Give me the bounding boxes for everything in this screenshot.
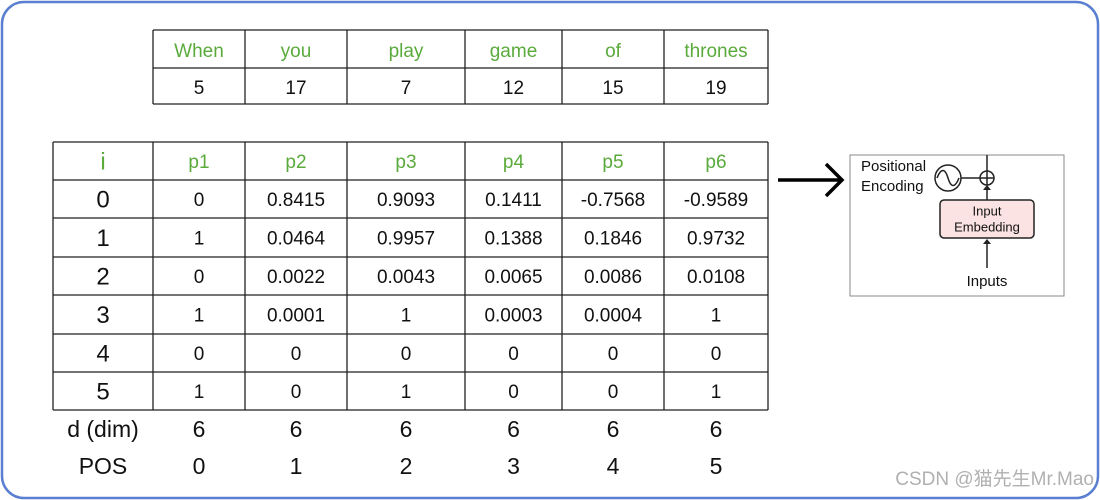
pe-value: 0.1411 <box>485 190 542 211</box>
column-header: p6 <box>705 152 726 173</box>
pe-value: 0 <box>608 382 619 403</box>
column-header: i <box>100 148 105 175</box>
token: game <box>490 41 538 62</box>
footer-value: 4 <box>607 453 620 479</box>
token: play <box>389 41 424 62</box>
arrow-head <box>983 185 991 190</box>
footer-label: POS <box>79 453 128 479</box>
column-header: p3 <box>395 152 416 173</box>
pe-value: 1 <box>711 382 722 403</box>
footer-value: 6 <box>710 416 723 442</box>
diagram-label: Positional <box>861 158 926 175</box>
pe-value: 0.0022 <box>267 267 325 288</box>
pe-value: -0.9589 <box>684 190 748 211</box>
diagram-label: Encoding <box>861 178 924 195</box>
pe-value: 0 <box>508 344 519 365</box>
row-index: 2 <box>96 263 109 290</box>
pe-value: 0.0065 <box>484 267 542 288</box>
pe-value: 0.9093 <box>377 190 435 211</box>
pe-value: 0 <box>194 267 205 288</box>
row-index: 1 <box>96 225 109 252</box>
pe-value: 0.0464 <box>267 229 326 250</box>
pe-value: 1 <box>401 382 412 403</box>
pe-value: 0.8415 <box>267 190 325 211</box>
token-id: 7 <box>401 78 412 99</box>
box-label: Embedding <box>954 219 1020 234</box>
pe-value: 0.9732 <box>687 229 745 250</box>
watermark: CSDN @猫先生Mr.Mao <box>895 468 1094 490</box>
box-label: Input <box>973 203 1002 218</box>
pe-value: 0.0004 <box>584 306 643 327</box>
token-id: 12 <box>503 78 524 99</box>
pe-value: 0.0001 <box>267 306 325 327</box>
pe-value: 0.0003 <box>484 306 542 327</box>
token-id: 15 <box>602 78 623 99</box>
pe-value: 0 <box>194 190 205 211</box>
token: thrones <box>684 41 747 62</box>
footer-value: 0 <box>193 453 206 479</box>
column-header: p2 <box>285 152 306 173</box>
pe-value: 0 <box>194 344 205 365</box>
footer-value: 2 <box>400 453 413 479</box>
pe-value: 0 <box>508 382 519 403</box>
pe-value: 1 <box>194 306 205 327</box>
pe-value: 1 <box>401 306 412 327</box>
footer-value: 1 <box>290 453 303 479</box>
footer-value: 6 <box>607 416 620 442</box>
sine-wave <box>936 169 960 187</box>
inputs-label: Inputs <box>967 273 1008 290</box>
pe-value: 0 <box>291 344 302 365</box>
arrow-head <box>824 162 845 198</box>
token-id: 5 <box>194 78 205 99</box>
pe-value: 0 <box>711 344 722 365</box>
pe-value: 0.0043 <box>377 267 435 288</box>
row-index: 5 <box>96 378 109 405</box>
arrow-head <box>983 239 991 244</box>
column-header: p1 <box>188 152 209 173</box>
footer-label: d (dim) <box>67 416 139 442</box>
token: of <box>605 41 622 62</box>
plus <box>980 171 994 185</box>
pe-value: 0.1846 <box>584 229 642 250</box>
pe-value: 1 <box>194 382 205 403</box>
footer-value: 6 <box>400 416 413 442</box>
pe-value: 0.0086 <box>584 267 642 288</box>
token: When <box>174 41 224 62</box>
pe-value: 1 <box>711 306 722 327</box>
pe-value: 0 <box>401 344 412 365</box>
embedding-box <box>939 199 1035 239</box>
pe-value: -0.7568 <box>581 190 645 211</box>
pe-value: 0 <box>608 344 619 365</box>
column-header: p5 <box>602 152 623 173</box>
token-id: 19 <box>705 78 726 99</box>
footer-value: 6 <box>193 416 206 442</box>
pe-value: 0.0108 <box>687 267 745 288</box>
footer-value: 6 <box>290 416 303 442</box>
token-id: 17 <box>285 78 306 99</box>
pe-value: 0.1388 <box>484 229 542 250</box>
row-index: 0 <box>96 186 109 213</box>
footer-value: 6 <box>507 416 520 442</box>
footer-value: 5 <box>710 453 723 479</box>
row-index: 4 <box>96 340 109 367</box>
column-header: p4 <box>503 152 525 173</box>
token: you <box>281 41 312 62</box>
pe-value: 1 <box>194 229 205 250</box>
row-index: 3 <box>96 302 109 329</box>
pe-value: 0 <box>291 382 302 403</box>
footer-value: 3 <box>507 453 520 479</box>
pe-value: 0.9957 <box>377 229 435 250</box>
